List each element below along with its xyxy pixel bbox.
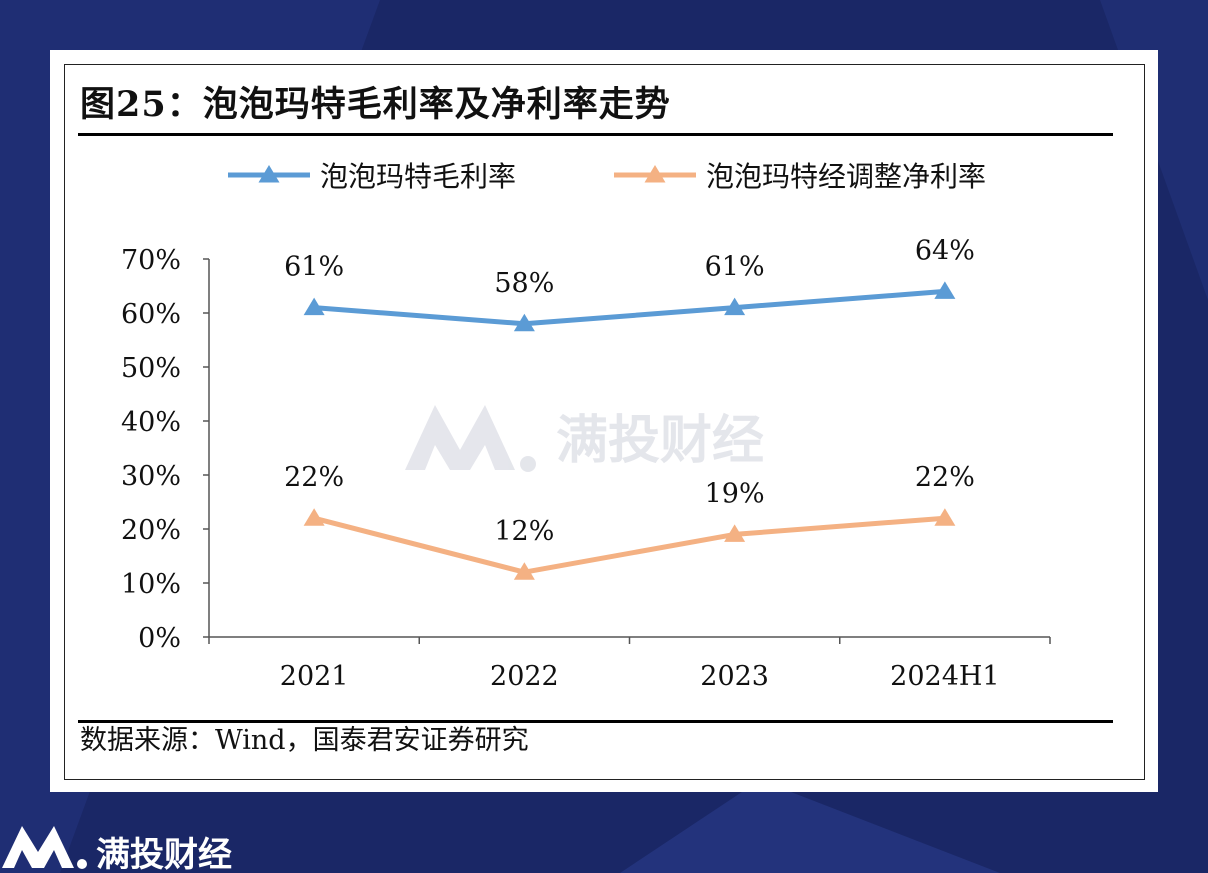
data-label: 61% — [705, 252, 765, 283]
x-tick-label: 2024H1 — [890, 661, 999, 692]
brand-logo-icon — [2, 826, 87, 869]
data-point-marker — [513, 313, 535, 332]
series-line — [313, 515, 946, 575]
figure-title: 图25：泡泡玛特毛利率及净利率走势 — [80, 84, 671, 125]
y-tick-label: 30% — [121, 461, 181, 492]
data-point-marker — [934, 508, 956, 526]
figure-frame — [64, 64, 1145, 780]
series-1: 61% 58% 61% 64% — [284, 235, 975, 332]
x-tick-label: 2023 — [700, 661, 769, 692]
data-point-marker — [303, 297, 325, 316]
data-point-marker — [724, 524, 746, 542]
legend-marker — [644, 165, 666, 183]
data-point-marker — [303, 508, 325, 526]
watermark-text: 满投财经 — [556, 411, 764, 471]
data-label: 12% — [494, 516, 554, 547]
series-2: 22% 12% 19% 22% — [284, 462, 975, 580]
y-tick-label: 10% — [121, 569, 181, 600]
data-label: 61% — [284, 252, 344, 283]
y-tick-label: 50% — [121, 353, 181, 384]
y-tick-label: 60% — [121, 299, 181, 330]
watermark-logo-icon — [405, 405, 536, 472]
footer-logo — [2, 826, 87, 869]
data-label: 22% — [915, 462, 975, 493]
y-tick-label: 40% — [121, 407, 181, 438]
x-tick-label: 2022 — [490, 661, 559, 692]
data-point-marker — [934, 281, 956, 299]
x-tick-label: 2021 — [280, 661, 349, 692]
chart-series: 61% 58% 61% 64% 22% 12% 19% 22% — [284, 235, 975, 580]
y-tick-label: 70% — [121, 245, 181, 276]
data-point-marker — [724, 297, 746, 316]
legend-label: 泡泡玛特经调整净利率 — [706, 160, 986, 193]
y-tick-label: 0% — [138, 623, 181, 654]
y-tick-label: 20% — [121, 515, 181, 546]
legend-marker — [258, 165, 280, 183]
chart-legend: 泡泡玛特毛利率 泡泡玛特经调整净利率 — [228, 160, 986, 193]
legend-label: 泡泡玛特毛利率 — [320, 160, 516, 193]
title-rule — [78, 133, 1113, 136]
data-label: 58% — [494, 268, 554, 299]
data-label: 22% — [284, 462, 344, 493]
data-label: 19% — [705, 478, 765, 509]
watermark: 满投财经 — [405, 405, 764, 472]
series-line — [313, 288, 946, 327]
data-label: 64% — [915, 235, 975, 266]
source-rule — [78, 720, 1113, 723]
data-point-marker — [513, 562, 535, 580]
chart-axes: 0% 10% 20% 30% 40% 50% 60% 70% 2021 2022 2023 2024H… — [121, 245, 1051, 692]
footer-brand-text: 满投财经 — [96, 835, 232, 873]
source-note: 数据来源：Wind，国泰君安证券研究 — [80, 725, 529, 756]
